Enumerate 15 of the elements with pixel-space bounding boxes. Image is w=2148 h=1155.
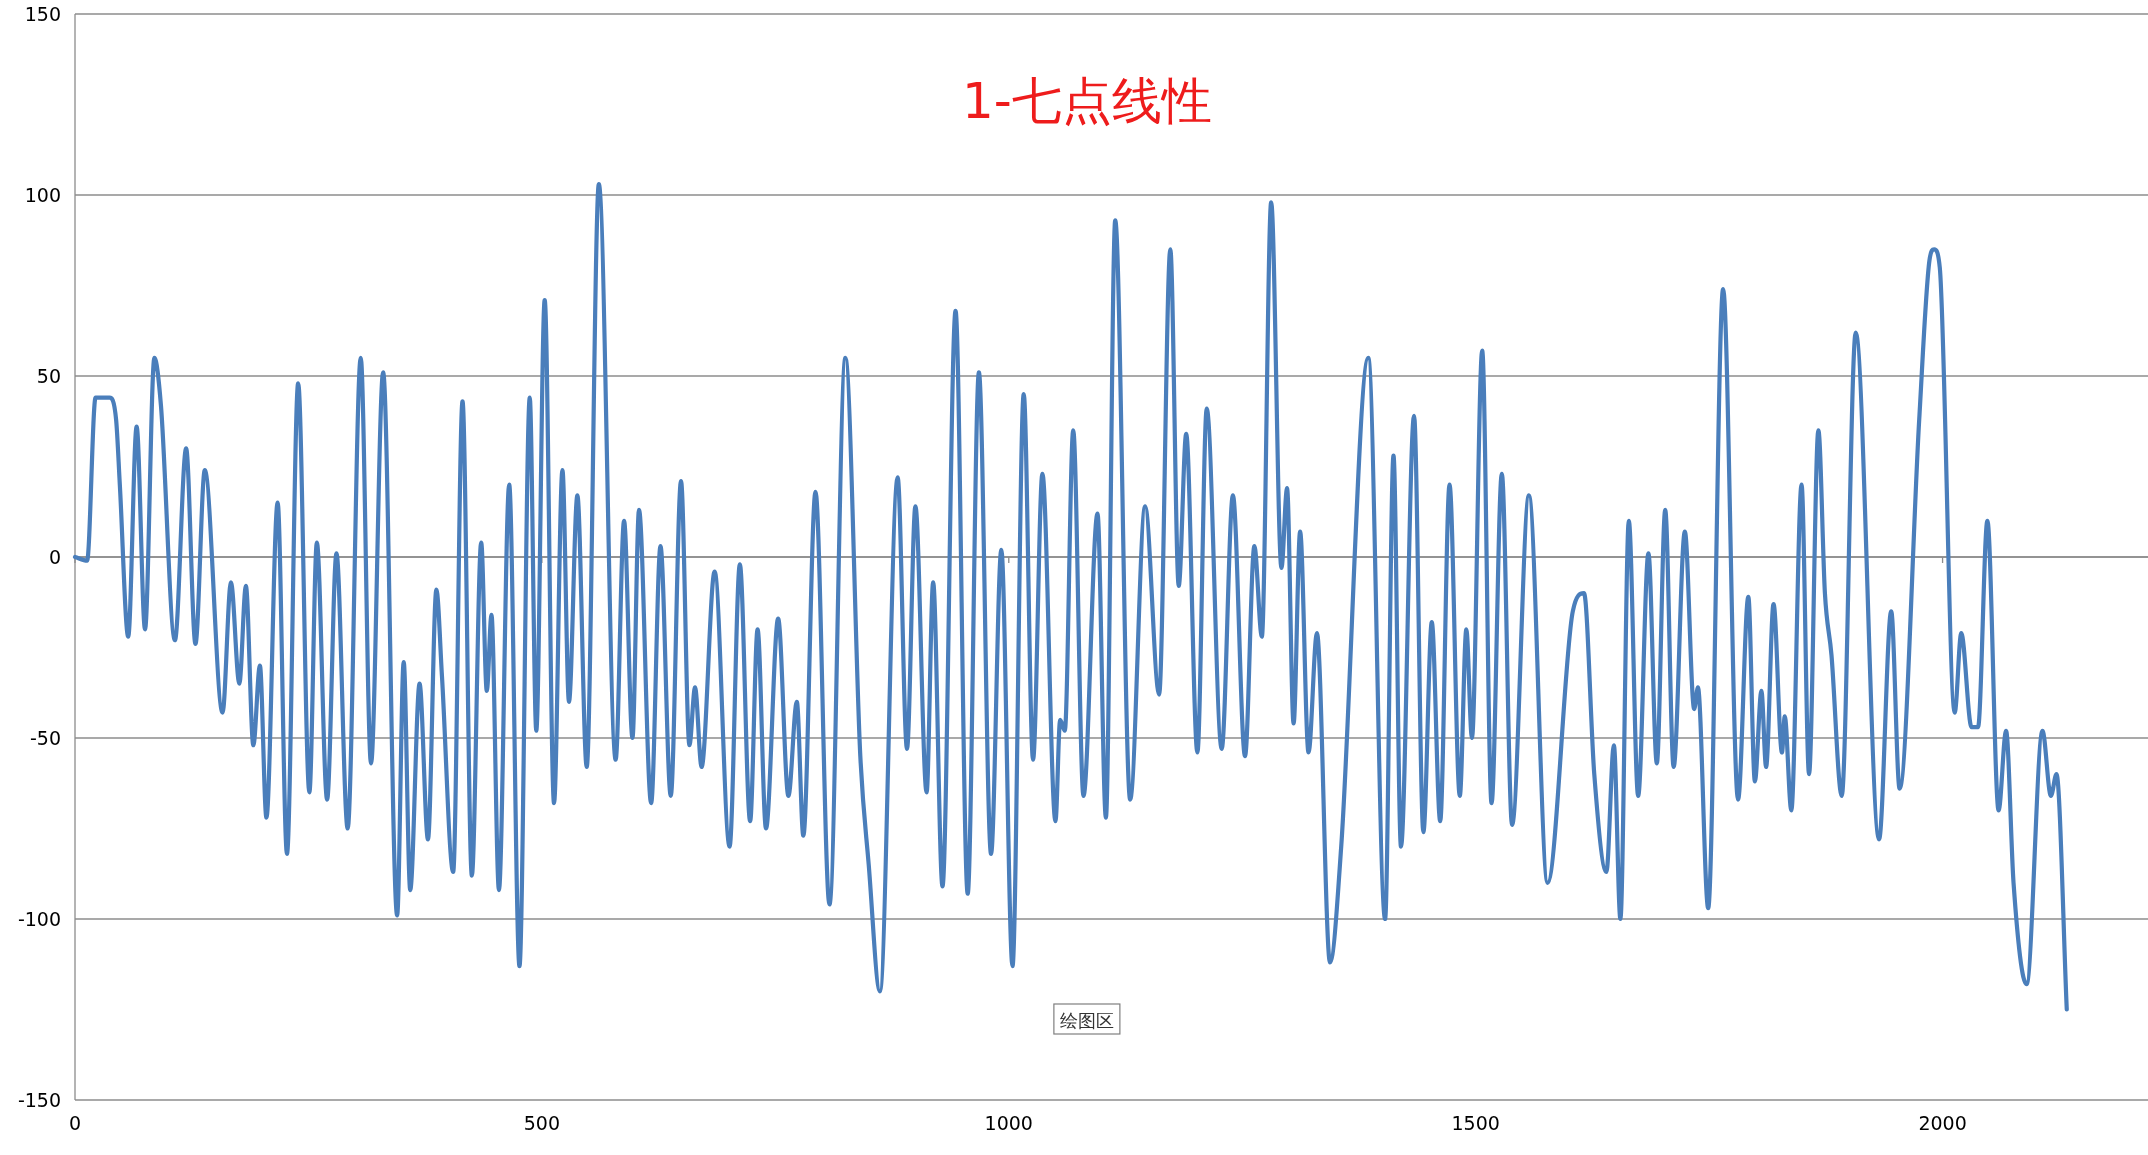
x-tick-label: 2000: [1918, 1112, 1967, 1134]
y-tick-label: -50: [29, 727, 61, 749]
annotation: 绘图区: [1059, 1009, 1114, 1031]
x-tick-label: 1500: [1451, 1112, 1500, 1134]
y-tick-label: 50: [36, 365, 61, 387]
x-tick-label: 500: [523, 1112, 561, 1134]
x-tick-label: 1000: [984, 1112, 1033, 1134]
y-tick-label: 150: [24, 3, 61, 25]
y-tick-label: 100: [24, 184, 61, 206]
line-series: [72, 182, 2069, 1012]
y-tick-label: -100: [17, 908, 61, 930]
text: 1-七点线性: [961, 72, 1212, 130]
x-tick-label: 0: [68, 1112, 82, 1134]
y-tick-label: -150: [17, 1089, 61, 1111]
y-tick-label: 0: [48, 546, 61, 568]
